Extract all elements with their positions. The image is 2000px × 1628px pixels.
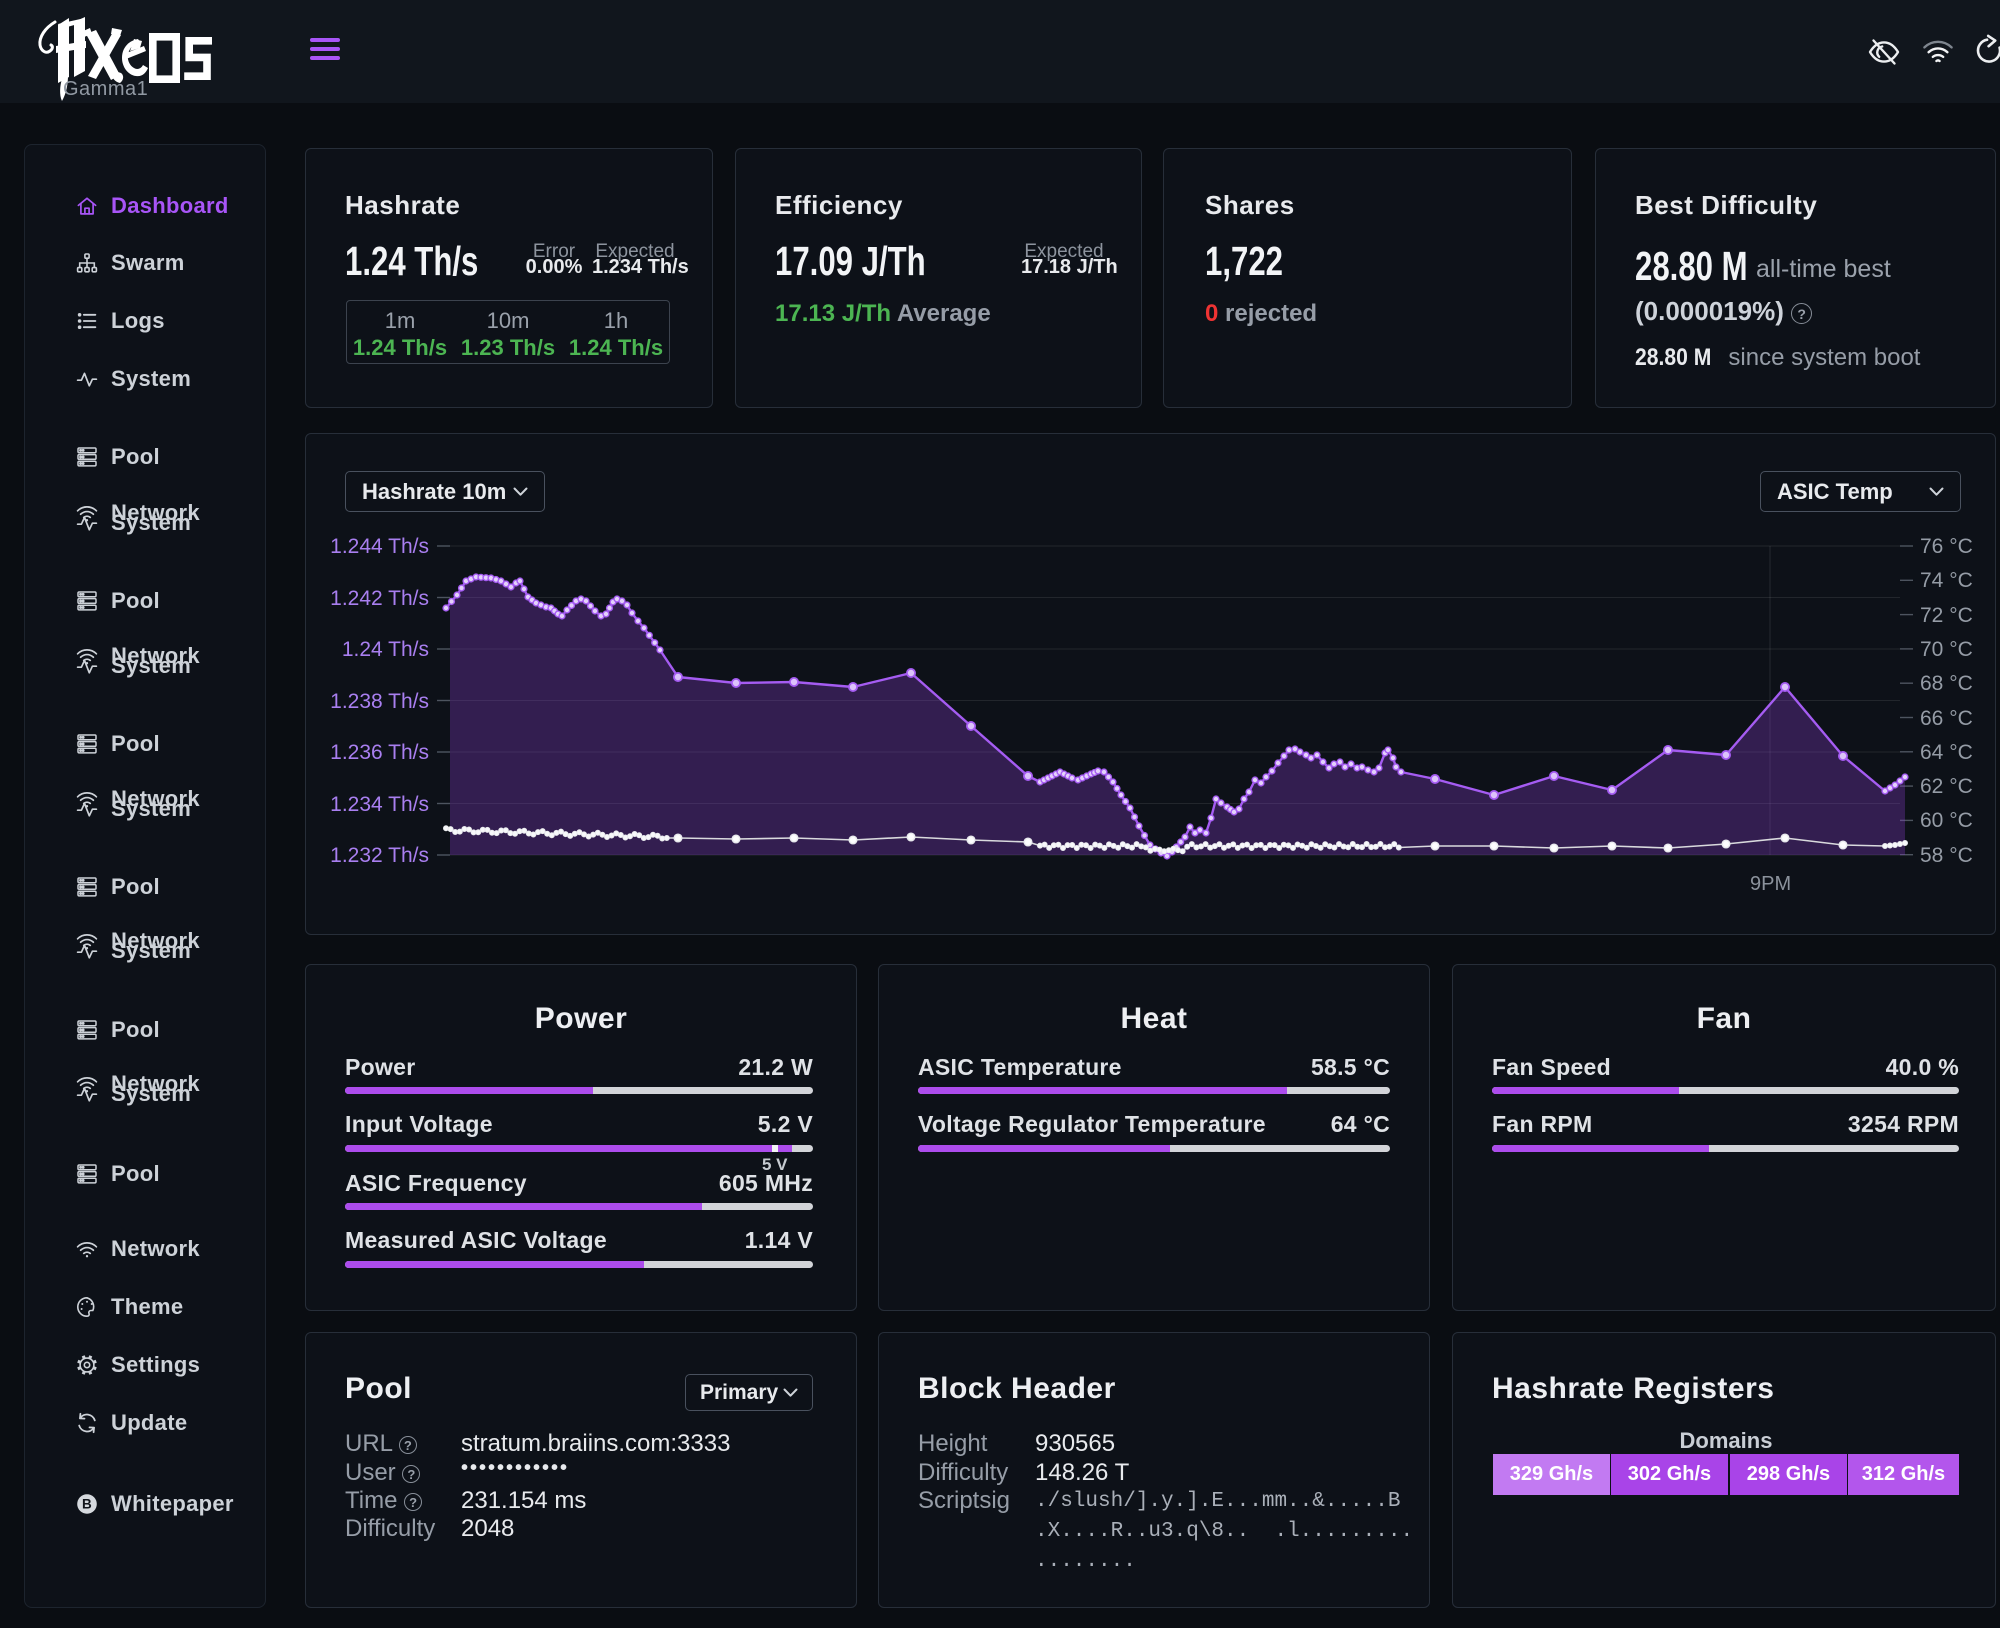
svg-text:B: B: [82, 1497, 92, 1512]
